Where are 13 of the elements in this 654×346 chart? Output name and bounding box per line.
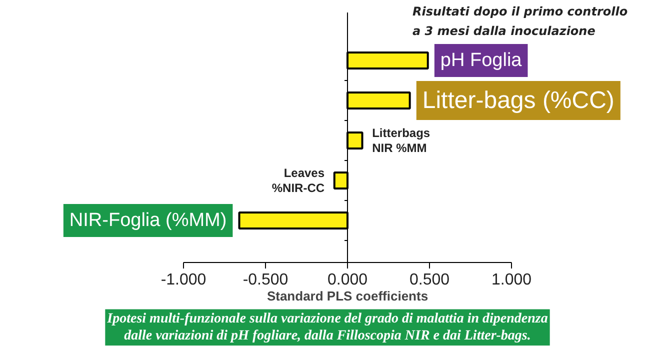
x-tick-label: 0.000 (327, 272, 368, 288)
y-tick-label: Litter-bags (%CC) (422, 87, 614, 114)
y-tick-label: Leaves %NIR-CC (272, 166, 325, 196)
chart-title: Risultati dopo il primo controllo a 3 mesi dalla inoculazione (412, 4, 628, 38)
x-tick-label: 0.500 (409, 272, 450, 288)
y-tick-label: NIR-Foglia (%MM) (69, 210, 227, 231)
text: Ipotesi multi-funzionale sulla variazione del grado di malattia in dipendenza dalle variazioni di pH fogliare, dalla Filloscopia NIR e dai Litter-bags. (106, 311, 548, 344)
y-tick-label: Litterbags NIR %MM (372, 126, 430, 156)
x-axis-title: Standard PLS coefficients (266, 288, 428, 304)
x-tick-label: -1.000 (160, 272, 206, 288)
x-tick-label: 1.000 (491, 272, 532, 288)
y-tick-label: pH Foglia (440, 50, 522, 71)
x-tick-label: -0.500 (242, 272, 288, 288)
